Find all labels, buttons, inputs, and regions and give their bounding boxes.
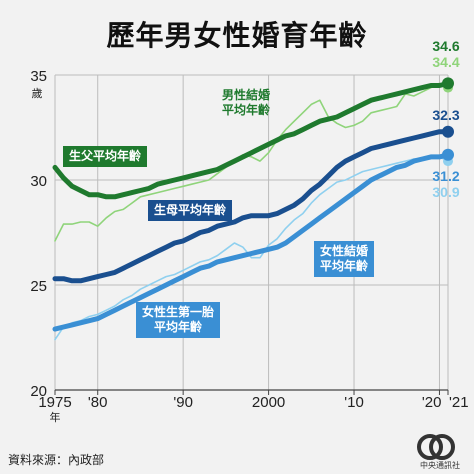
- series-line: [54, 156, 449, 341]
- grid: [54, 74, 449, 391]
- y-tick-label: 35: [30, 68, 47, 85]
- end-point: [442, 148, 454, 161]
- series-line: [54, 82, 449, 242]
- cna-logo: 中央通訊社: [416, 432, 464, 470]
- y-tick-label: 20: [30, 383, 47, 400]
- chart-title: 歷年男女性婚育年齡: [106, 19, 368, 52]
- svg-text:中央通訊社: 中央通訊社: [420, 460, 460, 470]
- series-label-box: [314, 241, 374, 277]
- series-label: 平均年齡: [320, 258, 368, 273]
- x-tick-label: '10: [344, 394, 364, 411]
- end-value-label: 32.3: [432, 107, 459, 123]
- x-tick-label: '80: [88, 394, 108, 411]
- end-value-label: 31.2: [432, 168, 459, 184]
- end-point: [442, 125, 454, 138]
- series-label: 女性生第一胎: [142, 304, 214, 319]
- x-axis-label: 年: [50, 410, 61, 424]
- series-label: 平均年齡: [154, 319, 202, 334]
- series-lines: [52, 77, 454, 341]
- series-label: 生父平均年齡: [69, 148, 141, 163]
- series-label-box: [148, 200, 232, 221]
- x-tick-label: 2000: [252, 394, 285, 411]
- series-line: [52, 129, 451, 284]
- x-tick-label: '90: [173, 394, 193, 411]
- series-label-box: [136, 302, 220, 338]
- end-values: 34.434.6 32.3 30.931.2: [432, 38, 459, 200]
- end-point: [442, 77, 454, 90]
- series-label: 平均年齡: [222, 102, 270, 117]
- y-tick-label: 30: [30, 173, 47, 190]
- series-label: 生母平均年齡: [154, 202, 226, 217]
- x-tick-label: '21: [449, 394, 469, 411]
- series-label: 男性結婚: [222, 87, 270, 102]
- y-tick-label: 25: [30, 278, 47, 295]
- series-line: [52, 80, 451, 200]
- end-value-label: 34.6: [432, 38, 459, 54]
- series-line: [52, 152, 451, 332]
- axes: 20 25 30 35歲 1975 '80 '90 2000 '10 '20 '21 年: [30, 68, 468, 424]
- series-label-box: [63, 146, 147, 167]
- series-label: 女性結婚: [320, 243, 368, 258]
- x-tick-label: 1975: [38, 394, 71, 411]
- source-note: 資料來源：內政部: [8, 453, 105, 467]
- x-tick-label: '20: [422, 394, 442, 411]
- end-value-label: 34.4: [432, 54, 459, 70]
- end-value-label: 30.9: [432, 184, 459, 200]
- y-axis-label: 歲: [32, 86, 43, 100]
